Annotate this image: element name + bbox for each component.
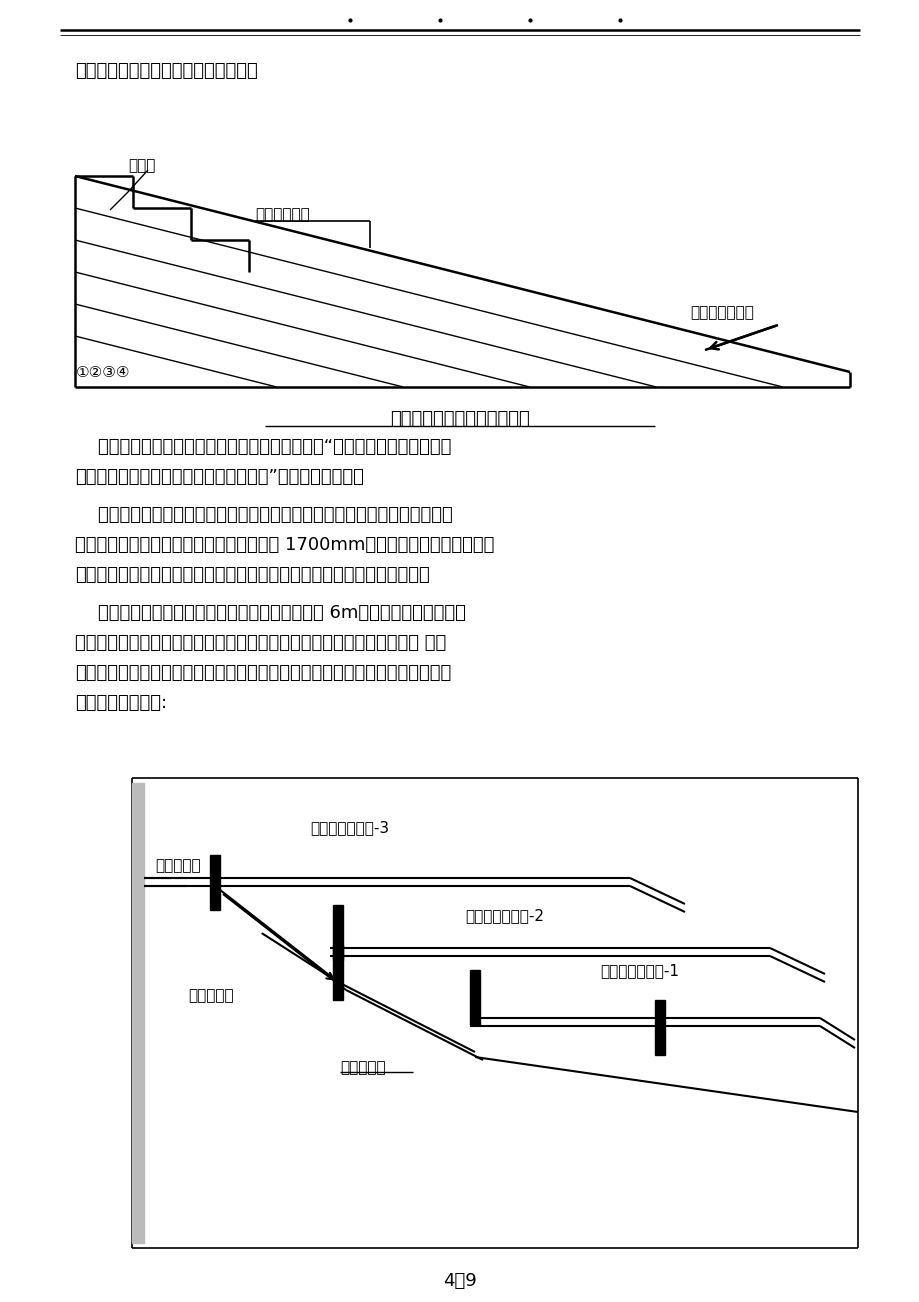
Text: 每个流水段安排一台泵，卸料点的布置距边模约 6m，每个卸料点围安排三: 每个流水段安排一台泵，卸料点的布置距边模约 6m，每个卸料点围安排三 bbox=[75, 604, 465, 622]
Text: 混凝土浇灌方向: 混凝土浇灌方向 bbox=[689, 305, 753, 320]
Text: 混凝土浇筑时应该有专人指挥，均匀布料，采用“平面分条，斜面分层，薄: 混凝土浇筑时应该有专人指挥，均匀布料，采用“平面分条，斜面分层，薄 bbox=[75, 437, 451, 456]
Text: 层浇捣，自然流淤，循序渐进，一次到顶”的连续浇捣方式。: 层浇捣，自然流淤，循序渐进，一次到顶”的连续浇捣方式。 bbox=[75, 467, 364, 486]
Text: 台振捣器设专人并明确其振捣的岗位职责，以防漏振。浇筑顺序由流水段的一头: 台振捣器设专人并明确其振捣的岗位职责，以防漏振。浇筑顺序由流水段的一头 bbox=[75, 664, 450, 682]
Text: 后置振动泵: 后置振动泵 bbox=[154, 858, 200, 874]
Text: 中置振动泵: 中置振动泵 bbox=[187, 988, 233, 1003]
Text: 混凝土输送泵管-1: 混凝土输送泵管-1 bbox=[599, 963, 678, 978]
Text: 前置振动泵: 前置振动泵 bbox=[340, 1060, 385, 1075]
Text: 措施，泵送的卸料点是根据流水段的大小和混凝土自然流淤与坡度围而定。: 措施，泵送的卸料点是根据流水段的大小和混凝土自然流淤与坡度围而定。 bbox=[75, 566, 429, 585]
Bar bbox=[333, 905, 343, 960]
Text: 大体积砼浇筑振捣的施工工艺和措施是否得当，是关系到混凝土的强度和防: 大体积砼浇筑振捣的施工工艺和措施是否得当，是关系到混凝土的强度和防 bbox=[75, 506, 452, 523]
Text: 台振捣器，即卸料点一台，自然流淤的中部一台，自然流淤的坡脚处一台 。每: 台振捣器，即卸料点一台，自然流淤的中部一台，自然流淤的坡脚处一台 。每 bbox=[75, 634, 446, 652]
Bar bbox=[470, 970, 480, 1025]
Bar bbox=[333, 944, 343, 1000]
Text: 分层线: 分层线 bbox=[128, 158, 155, 173]
Text: 混凝土输送泵管-2: 混凝土输送泵管-2 bbox=[464, 907, 543, 923]
Bar bbox=[654, 1000, 664, 1055]
Text: 新浇的混凝土: 新浇的混凝土 bbox=[255, 207, 310, 223]
Text: ①②③④: ①②③④ bbox=[76, 365, 130, 380]
Text: 混凝土斜面分层浇注法示意图: 混凝土斜面分层浇注法示意图 bbox=[390, 410, 529, 428]
Text: 混凝土输送泵管-3: 混凝土输送泵管-3 bbox=[310, 820, 389, 835]
Text: 工经验，本工程采用斜面分层浇筑法。: 工经验，本工程采用斜面分层浇筑法。 bbox=[75, 62, 257, 79]
Bar bbox=[210, 854, 220, 910]
Text: 向前推进，见下图:: 向前推进，见下图: bbox=[75, 694, 167, 712]
Text: 止产生裂缝的重要环节之一。本工程底板厚 1700mm，采取斜面分层浇筑振捣的: 止产生裂缝的重要环节之一。本工程底板厚 1700mm，采取斜面分层浇筑振捣的 bbox=[75, 536, 494, 553]
Text: 4／9: 4／9 bbox=[443, 1272, 476, 1290]
Bar bbox=[131, 783, 144, 1243]
